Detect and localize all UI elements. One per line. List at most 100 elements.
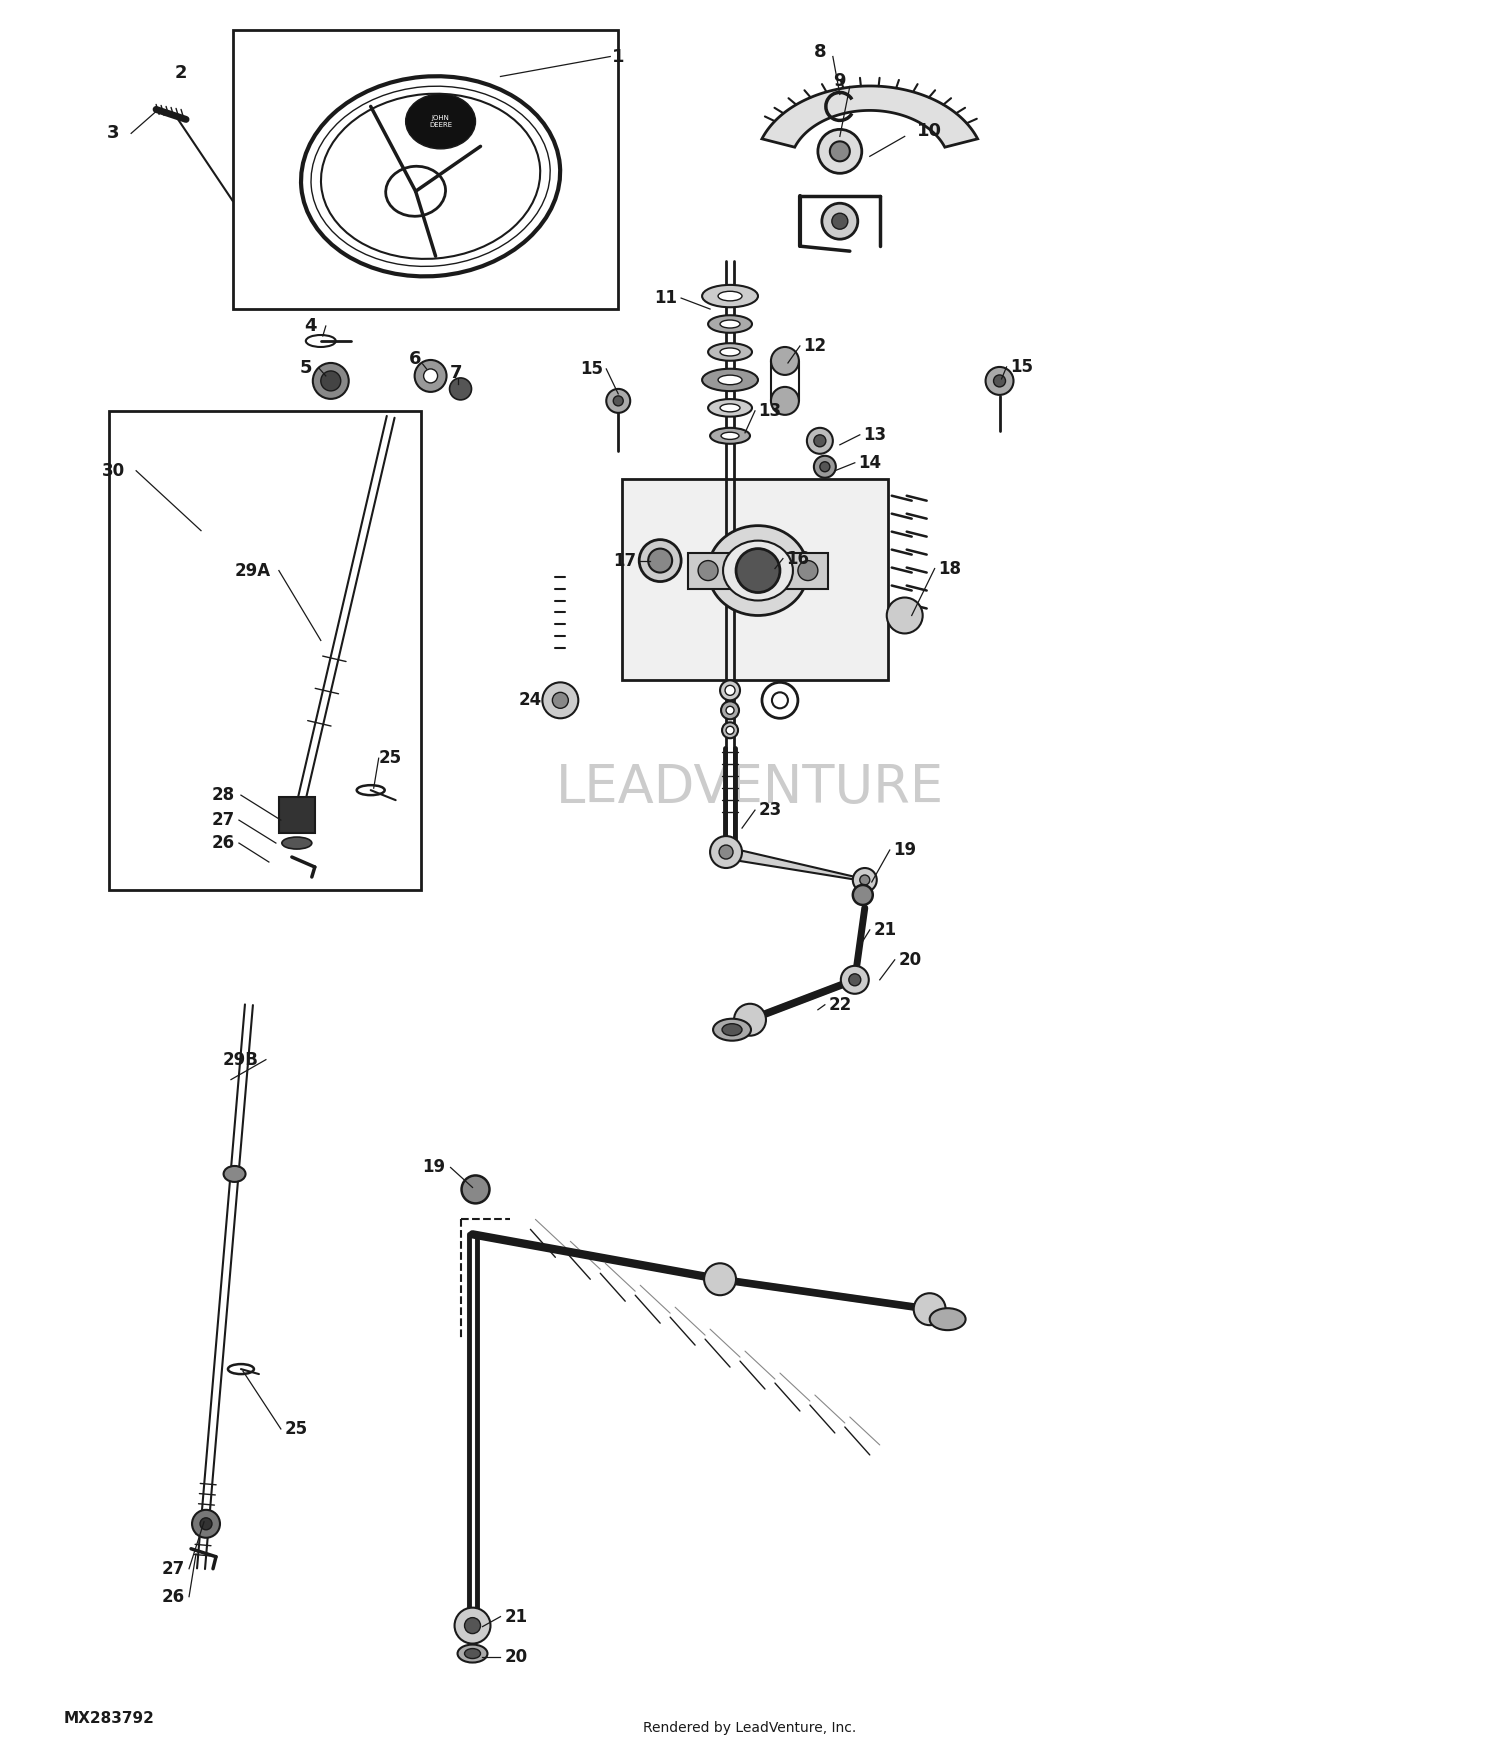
Circle shape [465,1617,480,1633]
Text: 13: 13 [862,425,886,444]
Text: Rendered by LeadVenture, Inc.: Rendered by LeadVenture, Inc. [644,1722,856,1736]
Text: 18: 18 [938,560,962,578]
Ellipse shape [718,374,742,385]
Ellipse shape [639,539,681,581]
Text: 25: 25 [380,749,402,766]
Ellipse shape [722,1024,742,1036]
Text: 27: 27 [211,810,234,829]
Circle shape [720,681,740,700]
Circle shape [722,702,740,719]
Circle shape [314,362,348,399]
Ellipse shape [708,315,752,332]
Text: 4: 4 [304,317,316,334]
Ellipse shape [708,343,752,360]
Ellipse shape [720,348,740,355]
Circle shape [986,368,1014,396]
Circle shape [821,462,830,472]
Text: LEADVENTURE: LEADVENTURE [556,761,944,814]
Ellipse shape [648,548,672,572]
Circle shape [200,1517,211,1530]
Ellipse shape [710,427,750,444]
Bar [110,411,420,891]
Circle shape [993,374,1005,387]
Circle shape [710,836,742,868]
Text: 7: 7 [450,364,462,382]
Text: 9: 9 [834,72,846,91]
Circle shape [853,886,873,905]
Text: 14: 14 [858,453,882,472]
Circle shape [698,560,718,581]
Circle shape [830,142,850,161]
Circle shape [853,868,877,892]
Circle shape [849,973,861,985]
Bar [622,480,888,681]
Circle shape [798,560,818,581]
Circle shape [704,1264,736,1295]
Circle shape [321,371,340,390]
Text: 29A: 29A [236,562,272,579]
Circle shape [192,1510,220,1538]
Circle shape [614,396,622,406]
Text: 21: 21 [873,920,897,940]
Text: 28: 28 [211,786,234,805]
Circle shape [886,597,922,633]
Text: 3: 3 [106,124,120,142]
Ellipse shape [405,94,476,149]
Circle shape [606,388,630,413]
Ellipse shape [723,541,794,600]
Circle shape [724,686,735,695]
Polygon shape [718,845,870,882]
Text: 25: 25 [285,1419,308,1438]
Ellipse shape [702,369,758,390]
Ellipse shape [282,836,312,849]
Circle shape [807,427,832,453]
Circle shape [736,548,780,593]
Ellipse shape [224,1166,246,1181]
Circle shape [815,434,827,446]
Ellipse shape [712,1018,752,1041]
Ellipse shape [708,525,809,616]
Circle shape [450,378,471,401]
Text: 15: 15 [1010,359,1034,376]
Text: 21: 21 [506,1608,528,1626]
Circle shape [726,726,734,735]
Text: 8: 8 [813,42,826,61]
Circle shape [842,966,868,994]
Bar [279,798,315,833]
Text: MX283792: MX283792 [63,1712,154,1726]
Text: 26: 26 [211,835,234,852]
Text: 1: 1 [612,47,624,65]
Text: 23: 23 [759,802,782,819]
Circle shape [818,130,862,173]
Circle shape [454,1608,490,1643]
Circle shape [462,1176,489,1204]
Text: 19: 19 [422,1158,446,1176]
Circle shape [822,203,858,240]
Bar [688,553,828,588]
Bar [232,30,618,310]
Circle shape [423,369,438,383]
Text: 19: 19 [892,842,916,859]
Circle shape [859,875,870,886]
Circle shape [726,707,734,714]
Circle shape [543,682,579,717]
Circle shape [718,845,734,859]
Text: 20: 20 [506,1647,528,1666]
Ellipse shape [708,399,752,416]
Circle shape [914,1293,945,1325]
Ellipse shape [720,404,740,411]
Circle shape [552,693,568,709]
Text: 11: 11 [654,289,678,306]
Circle shape [833,214,848,229]
Circle shape [734,1004,766,1036]
Text: 26: 26 [162,1587,184,1606]
Circle shape [414,360,447,392]
Text: 6: 6 [410,350,422,367]
Text: 13: 13 [759,402,782,420]
Text: 27: 27 [162,1559,184,1578]
Text: 16: 16 [786,550,810,567]
Circle shape [815,455,836,478]
Ellipse shape [930,1309,966,1330]
Ellipse shape [720,320,740,327]
Text: 29B: 29B [224,1050,260,1069]
